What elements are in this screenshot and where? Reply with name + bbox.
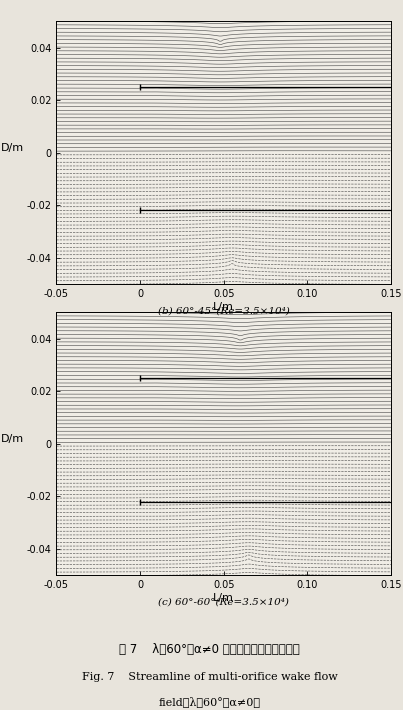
FancyArrowPatch shape: [220, 307, 224, 311]
FancyArrowPatch shape: [220, 131, 224, 134]
FancyArrowPatch shape: [220, 204, 224, 207]
FancyArrowPatch shape: [220, 495, 224, 498]
FancyArrowPatch shape: [220, 519, 224, 523]
FancyArrowPatch shape: [220, 90, 224, 94]
FancyArrowPatch shape: [220, 114, 224, 118]
FancyArrowPatch shape: [219, 260, 223, 263]
FancyArrowPatch shape: [220, 300, 224, 302]
FancyArrowPatch shape: [217, 332, 220, 336]
FancyArrowPatch shape: [220, 422, 224, 425]
FancyArrowPatch shape: [220, 479, 224, 482]
FancyArrowPatch shape: [220, 67, 224, 70]
FancyArrowPatch shape: [220, 454, 224, 458]
X-axis label: L/m: L/m: [213, 302, 234, 312]
FancyArrowPatch shape: [220, 123, 224, 126]
FancyArrowPatch shape: [220, 324, 224, 328]
FancyArrowPatch shape: [220, 577, 224, 580]
FancyArrowPatch shape: [220, 236, 224, 239]
FancyArrowPatch shape: [220, 528, 224, 531]
FancyArrowPatch shape: [220, 381, 224, 385]
FancyArrowPatch shape: [220, 357, 224, 361]
Text: 图 7    λ＝60°，α≠0 的多孔孔板尾流流场流线: 图 7 λ＝60°，α≠0 的多孔孔板尾流流场流线: [119, 643, 300, 655]
FancyArrowPatch shape: [220, 430, 224, 433]
FancyArrowPatch shape: [217, 564, 220, 567]
FancyArrowPatch shape: [220, 569, 224, 572]
FancyArrowPatch shape: [220, 51, 224, 54]
FancyArrowPatch shape: [220, 300, 224, 302]
FancyArrowPatch shape: [220, 511, 224, 515]
FancyArrowPatch shape: [222, 552, 225, 555]
FancyArrowPatch shape: [220, 544, 224, 547]
Text: (b) 60°-45°(Re=3.5×10⁴): (b) 60°-45°(Re=3.5×10⁴): [158, 307, 289, 316]
FancyArrowPatch shape: [220, 43, 224, 47]
FancyArrowPatch shape: [220, 163, 224, 167]
FancyArrowPatch shape: [220, 260, 224, 263]
FancyArrowPatch shape: [220, 447, 224, 449]
Y-axis label: D/m: D/m: [1, 434, 24, 444]
FancyArrowPatch shape: [220, 9, 224, 12]
FancyArrowPatch shape: [220, 220, 224, 223]
FancyArrowPatch shape: [220, 17, 224, 21]
FancyArrowPatch shape: [220, 268, 224, 271]
FancyArrowPatch shape: [220, 333, 224, 336]
FancyArrowPatch shape: [220, 139, 224, 142]
FancyArrowPatch shape: [220, 316, 224, 320]
FancyArrowPatch shape: [220, 365, 224, 368]
Text: (c) 60°-60°(Re=3.5×10⁴): (c) 60°-60°(Re=3.5×10⁴): [158, 598, 289, 607]
FancyArrowPatch shape: [220, 349, 224, 352]
FancyArrowPatch shape: [220, 147, 224, 151]
FancyArrowPatch shape: [220, 155, 224, 158]
FancyArrowPatch shape: [220, 75, 224, 77]
FancyArrowPatch shape: [220, 276, 224, 280]
FancyArrowPatch shape: [220, 228, 224, 231]
FancyArrowPatch shape: [228, 300, 231, 302]
FancyArrowPatch shape: [220, 405, 224, 409]
FancyArrowPatch shape: [220, 293, 224, 297]
X-axis label: L/m: L/m: [213, 593, 234, 603]
FancyArrowPatch shape: [220, 58, 224, 62]
FancyArrowPatch shape: [220, 195, 224, 199]
FancyArrowPatch shape: [220, 171, 224, 175]
FancyArrowPatch shape: [220, 438, 224, 442]
FancyArrowPatch shape: [220, 390, 224, 393]
FancyArrowPatch shape: [220, 535, 224, 539]
FancyArrowPatch shape: [220, 244, 224, 247]
FancyArrowPatch shape: [220, 82, 224, 86]
FancyArrowPatch shape: [220, 398, 224, 401]
FancyArrowPatch shape: [224, 342, 227, 344]
FancyArrowPatch shape: [220, 585, 224, 588]
FancyArrowPatch shape: [220, 106, 224, 110]
FancyArrowPatch shape: [220, 187, 224, 191]
FancyArrowPatch shape: [220, 35, 224, 38]
FancyArrowPatch shape: [220, 268, 223, 271]
Y-axis label: D/m: D/m: [1, 143, 24, 153]
FancyArrowPatch shape: [236, 300, 239, 303]
Text: Fig. 7    Streamline of multi-orifice wake flow: Fig. 7 Streamline of multi-orifice wake …: [82, 672, 337, 682]
FancyArrowPatch shape: [235, 300, 239, 303]
FancyArrowPatch shape: [220, 487, 224, 490]
FancyArrowPatch shape: [220, 503, 224, 506]
FancyArrowPatch shape: [220, 212, 224, 215]
FancyArrowPatch shape: [220, 414, 224, 417]
FancyArrowPatch shape: [228, 300, 232, 302]
FancyArrowPatch shape: [220, 99, 224, 102]
FancyArrowPatch shape: [220, 251, 224, 255]
Text: field（λ＝60°，α≠0）: field（λ＝60°，α≠0）: [158, 697, 261, 707]
FancyArrowPatch shape: [220, 471, 224, 474]
FancyArrowPatch shape: [220, 26, 224, 29]
FancyArrowPatch shape: [220, 373, 224, 377]
FancyArrowPatch shape: [220, 180, 224, 182]
FancyArrowPatch shape: [220, 285, 224, 288]
FancyArrowPatch shape: [221, 560, 224, 564]
FancyArrowPatch shape: [220, 462, 224, 466]
